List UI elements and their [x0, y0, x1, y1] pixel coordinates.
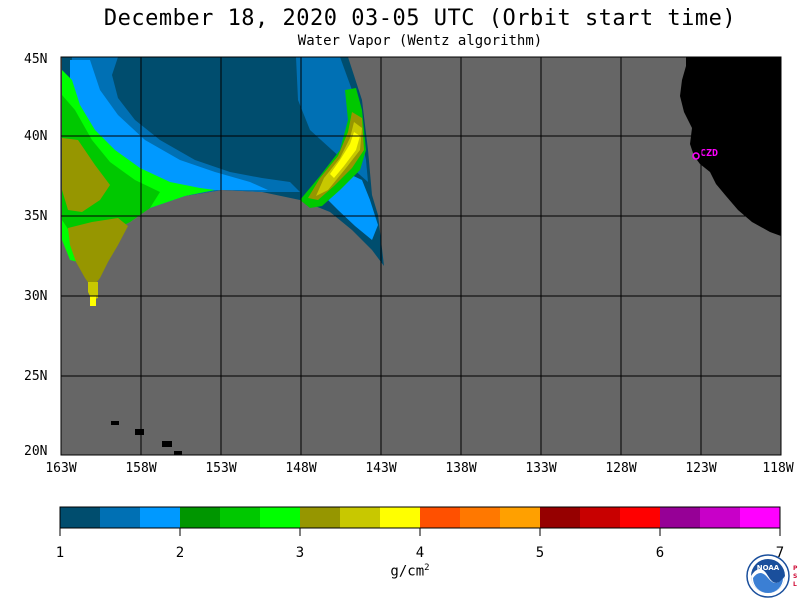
- lat-label-35n: 35N: [24, 209, 48, 224]
- chart-subtitle: Water Vapor (Wentz algorithm): [297, 33, 543, 49]
- lon-label-148w: 148W: [285, 461, 317, 476]
- location-marker: [692, 152, 700, 160]
- colorbar-swatch: [140, 507, 181, 528]
- lat-label-25n: 25N: [24, 369, 48, 384]
- colorbar-units: g/cm2: [380, 563, 440, 580]
- colorbar-swatch: [500, 507, 541, 528]
- lon-label-133w: 133W: [525, 461, 557, 476]
- colorbar-swatch: [420, 507, 461, 528]
- units-exponent: 2: [424, 563, 430, 573]
- grid-lines: [61, 57, 781, 455]
- colorbar-swatch: [100, 507, 141, 528]
- swath-olive: [62, 138, 110, 212]
- swath-plume-olive: [308, 112, 364, 200]
- lat-label-40n: 40N: [24, 129, 48, 144]
- land-hawaii-2: [135, 429, 144, 435]
- swath-yellow-dot: [90, 296, 96, 306]
- colorbar-swatch: [260, 507, 301, 528]
- colorbar-tick-5: 5: [535, 545, 545, 561]
- swath-plume-yellow: [316, 122, 362, 196]
- colorbar-swatch: [180, 507, 221, 528]
- colorbar-swatch: [460, 507, 501, 528]
- map-frame: [60, 56, 782, 456]
- lat-label-20n: 20N: [24, 444, 48, 459]
- noaa-logo-text: NOAA: [757, 564, 780, 572]
- lon-label-163w: 163W: [45, 461, 77, 476]
- chart-title: December 18, 2020 03-05 UTC (Orbit start…: [103, 6, 737, 31]
- colorbar-swatch: [540, 507, 581, 528]
- lon-label-123w: 123W: [685, 461, 717, 476]
- lat-label-30n: 30N: [24, 289, 48, 304]
- colorbar-tick-6: 6: [655, 545, 665, 561]
- lon-label-138w: 138W: [445, 461, 477, 476]
- lon-label-143w: 143W: [365, 461, 397, 476]
- colorbar-swatch: [620, 507, 661, 528]
- colorbar-swatch: [660, 507, 701, 528]
- land-hawaii-4: [174, 451, 182, 455]
- colorbar-swatch: [580, 507, 621, 528]
- psl-letter-s: S: [793, 573, 798, 580]
- land-hawaii-1: [111, 421, 119, 425]
- swath-plume-bright: [330, 132, 360, 178]
- colorbar-swatch: [700, 507, 741, 528]
- psl-text: P S L: [793, 565, 800, 589]
- location-label: CZD: [700, 148, 718, 159]
- land-california: [680, 57, 781, 236]
- lon-label-153w: 153W: [205, 461, 237, 476]
- lon-label-128w: 128W: [605, 461, 637, 476]
- colorbar-tick-2: 2: [175, 545, 185, 561]
- psl-letter-l: L: [793, 581, 797, 588]
- colorbar-swatch: [300, 507, 341, 528]
- colorbar-swatch: [60, 507, 101, 528]
- swath-olive-lower: [68, 218, 128, 288]
- swath-plume-green: [300, 88, 366, 208]
- lat-label-45n: 45N: [24, 52, 48, 67]
- colorbar-tick-4: 4: [415, 545, 425, 561]
- lon-label-158w: 158W: [125, 461, 157, 476]
- colorbar-swatch: [220, 507, 261, 528]
- colorbar-swatch: [380, 507, 421, 528]
- colorbar: [60, 507, 781, 528]
- land-hawaii-3: [162, 441, 172, 447]
- lon-label-118w: 118W: [762, 461, 794, 476]
- noaa-logo: NOAA: [746, 554, 790, 598]
- colorbar-tick-7: 7: [775, 545, 785, 561]
- colorbar-tick-3: 3: [295, 545, 305, 561]
- colorbar-swatch: [740, 507, 781, 528]
- psl-letter-p: P: [793, 565, 798, 572]
- colorbar-swatch: [340, 507, 381, 528]
- units-base: g/cm: [390, 563, 425, 580]
- colorbar-tick-1: 1: [55, 545, 65, 561]
- colorbar-ticks: [59, 528, 781, 536]
